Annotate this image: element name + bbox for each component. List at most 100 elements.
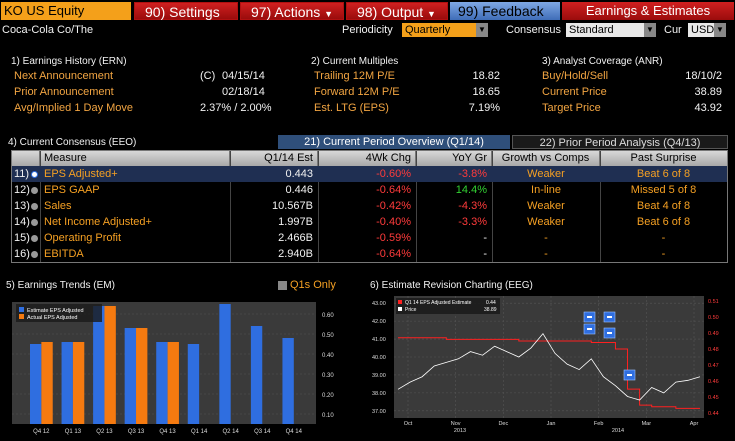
estimate-cell: 1.997B xyxy=(278,216,313,228)
forward-pe-value: 18.65 xyxy=(472,86,500,98)
4wk-chg-cell: -0.59% xyxy=(376,232,411,244)
chevron-down-icon[interactable]: ▼ xyxy=(476,23,488,37)
next-announcement-value: 04/15/14 xyxy=(222,70,265,82)
periodicity-select[interactable]: Quarterly xyxy=(402,23,476,37)
estimate-bar xyxy=(156,342,168,424)
periodicity-label: Periodicity xyxy=(342,24,393,36)
settings-button[interactable]: 90) Settings xyxy=(134,2,238,20)
tab-prior-period[interactable]: 22) Prior Period Analysis (Q4/13) xyxy=(512,135,728,149)
table-row[interactable]: 14) Net Income Adjusted+ 1.997B -0.40% -3.3%… xyxy=(12,214,727,230)
legend-swatch-actual xyxy=(19,314,24,319)
ticker-field[interactable]: KO US Equity xyxy=(1,2,131,20)
earnings-history-title[interactable]: 1) Earnings History (ERN) xyxy=(11,56,127,67)
ltg-eps-value: 7.19% xyxy=(468,102,500,114)
current-price-label: Current Price xyxy=(542,86,607,98)
tab-current-period[interactable]: 21) Current Period Overview (Q1/14) xyxy=(278,135,510,149)
table-row[interactable]: 15) Operating Profit 2.466B -0.59% - - - xyxy=(12,230,727,246)
estimate-revision-title[interactable]: 6) Estimate Revision Charting (EEG) xyxy=(370,280,533,291)
actual-bar xyxy=(167,342,179,424)
q1s-only-label: Q1s Only xyxy=(290,279,336,291)
consensus-select[interactable]: Standard xyxy=(566,23,644,37)
table-row[interactable]: 16) EBITDA 2.940B -0.64% - - - xyxy=(12,246,727,262)
legend-swatch-price xyxy=(398,307,402,311)
surprise-cell: - xyxy=(661,232,666,244)
4wk-chg-cell: -0.64% xyxy=(376,248,411,260)
x-tick-label: Q1 14 xyxy=(191,429,208,435)
table-row[interactable]: 11) EPS Adjusted+ 0.443 -0.60% -3.8% Weaker Be… xyxy=(12,166,727,182)
currency-label: Cur xyxy=(664,24,682,36)
current-price-value: 38.89 xyxy=(694,86,722,98)
event-marker-glyph xyxy=(627,374,632,376)
year-label: 2014 xyxy=(612,428,624,434)
x-tick-label: Jan xyxy=(547,421,556,427)
currency-select[interactable]: USD xyxy=(688,23,714,37)
right-y-tick-label: 0.49 xyxy=(708,331,719,337)
column-divider xyxy=(416,151,417,262)
y-tick-label: 0.10 xyxy=(322,413,334,419)
chevron-down-icon[interactable]: ▼ xyxy=(644,23,656,37)
x-tick-label: Q4 13 xyxy=(159,429,176,435)
row-number: 13) xyxy=(14,200,30,212)
trailing-pe-value: 18.82 xyxy=(472,70,500,82)
table-header-surprise[interactable]: Past Surprise xyxy=(600,151,727,166)
output-button[interactable]: 98) Output ▼ xyxy=(346,2,448,20)
yoy-cell: -4.3% xyxy=(458,200,487,212)
table-header-yoy[interactable]: YoY Gr xyxy=(416,151,492,166)
table-row[interactable]: 13) Sales 10.567B -0.42% -4.3% Weaker Beat 4 o… xyxy=(12,198,727,214)
column-divider xyxy=(40,151,41,262)
next-announcement-flag: (C) xyxy=(200,70,216,82)
radio-icon[interactable] xyxy=(31,203,38,210)
feedback-button[interactable]: 99) Feedback xyxy=(450,2,560,20)
estimate-bar xyxy=(282,338,294,424)
target-price-value: 43.92 xyxy=(694,102,722,114)
analyst-coverage-title[interactable]: 3) Analyst Coverage (ANR) xyxy=(542,56,663,67)
chevron-down-icon: ▼ xyxy=(427,9,436,19)
estimate-bar xyxy=(187,344,200,424)
company-name: Coca-Cola Co/The xyxy=(2,24,94,36)
x-tick-label: Q1 13 xyxy=(65,429,82,435)
comps-cell: Weaker xyxy=(527,168,565,180)
measure-cell: EBITDA xyxy=(44,248,84,260)
row-number: 12) xyxy=(14,184,30,196)
table-header-comps[interactable]: Growth vs Comps xyxy=(492,151,600,166)
legend-label-estimate: Q1 14 EPS Adjusted Estimate xyxy=(405,300,472,306)
comps-cell: - xyxy=(544,248,548,260)
table-header-measure[interactable]: Measure xyxy=(40,151,230,166)
table-header-est[interactable]: Q1/14 Est xyxy=(230,151,318,166)
column-divider xyxy=(492,151,493,262)
x-tick-label: Q3 14 xyxy=(254,429,271,435)
legend-label-estimate: Estimate EPS Adjusted xyxy=(27,308,84,314)
consensus-table: Measure Q1/14 Est 4Wk Chg YoY Gr Growth … xyxy=(11,150,728,263)
comps-cell: Weaker xyxy=(527,200,565,212)
estimate-cell: 2.466B xyxy=(278,232,313,244)
chevron-down-icon[interactable]: ▼ xyxy=(714,23,726,37)
measure-cell: Net Income Adjusted+ xyxy=(44,216,152,228)
x-tick-label: Q2 13 xyxy=(96,429,113,435)
left-y-tick-label: 38.00 xyxy=(372,391,386,397)
table-header-4wk-chg[interactable]: 4Wk Chg xyxy=(318,151,416,166)
prior-announcement-label: Prior Announcement xyxy=(14,86,114,98)
top-toolbar: KO US Equity 90) Settings 97) Actions ▼ … xyxy=(0,0,735,22)
radio-icon[interactable] xyxy=(31,235,38,242)
surprise-cell: Beat 6 of 8 xyxy=(636,168,691,180)
actions-button[interactable]: 97) Actions ▼ xyxy=(240,2,344,20)
trailing-pe-label: Trailing 12M P/E xyxy=(314,70,395,82)
earnings-trends-title[interactable]: 5) Earnings Trends (EM) xyxy=(6,280,115,291)
table-row[interactable]: 12) EPS GAAP 0.446 -0.64% 14.4% In-line Missed… xyxy=(12,182,727,198)
radio-icon[interactable] xyxy=(31,251,38,258)
x-tick-label: Feb xyxy=(594,421,603,427)
y-tick-label: 0.20 xyxy=(322,393,334,399)
left-y-tick-label: 40.00 xyxy=(372,355,386,361)
estimate-series-line xyxy=(398,337,700,409)
radio-icon[interactable] xyxy=(31,219,38,226)
consensus-label: Consensus xyxy=(506,24,562,36)
q1s-checkbox[interactable] xyxy=(278,281,287,290)
radio-icon[interactable] xyxy=(31,171,38,178)
current-consensus-title: 4) Current Consensus (EEO) xyxy=(8,137,137,148)
avg-move-value: 2.37% / 2.00% xyxy=(200,102,272,114)
right-y-tick-label: 0.46 xyxy=(708,379,719,385)
radio-icon[interactable] xyxy=(31,187,38,194)
comps-cell: Weaker xyxy=(527,216,565,228)
next-announcement-label: Next Announcement xyxy=(14,70,114,82)
actual-bar xyxy=(104,306,116,424)
